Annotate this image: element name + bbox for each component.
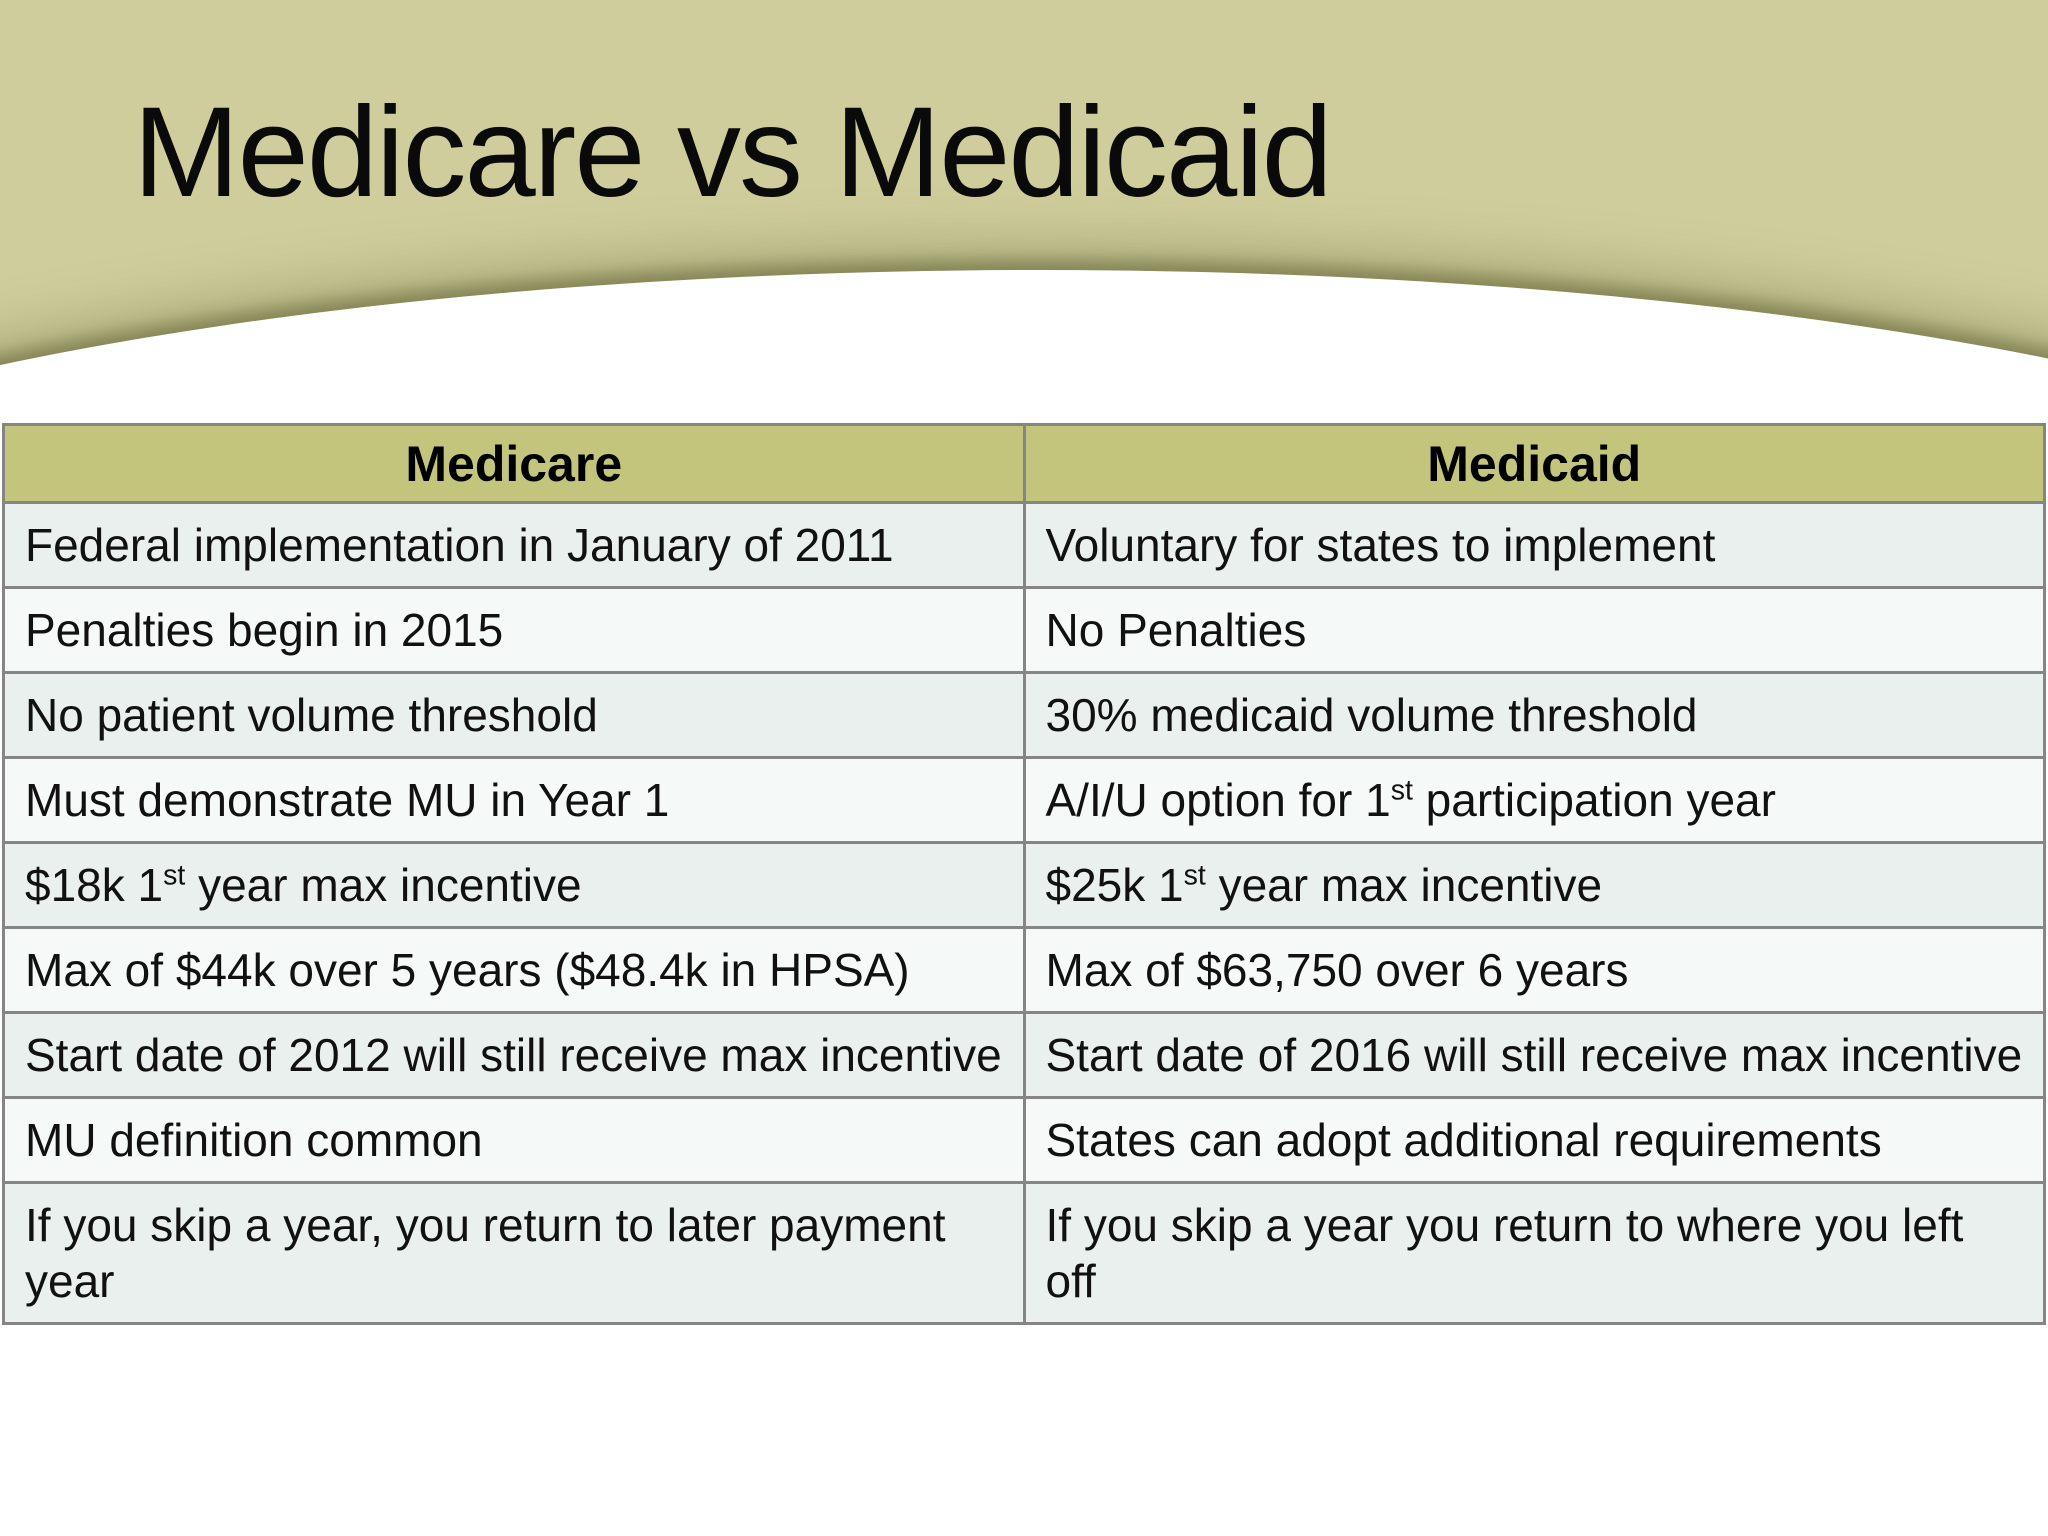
table-cell: A/I/U option for 1st participation year	[1022, 756, 2046, 844]
title-band: Medicare vs Medicaid	[0, 0, 2048, 423]
table-cell: Start date of 2012 will still receive ma…	[2, 1011, 1026, 1099]
table-cell: $25k 1st year max incentive	[1022, 841, 2046, 929]
table-cell: If you skip a year, you return to later …	[2, 1181, 1026, 1325]
medicare-column-header: Medicare	[2, 423, 1026, 504]
table-row: Start date of 2012 will still receive ma…	[2, 1011, 2046, 1099]
table-row: Max of $44k over 5 years ($48.4k in HPSA…	[2, 926, 2046, 1014]
table-row: No patient volume threshold 30% medicaid …	[2, 671, 2046, 759]
table-cell: Federal implementation in January of 201…	[2, 501, 1026, 589]
table-cell: Must demonstrate MU in Year 1	[2, 756, 1026, 844]
table-cell: If you skip a year you return to where y…	[1022, 1181, 2046, 1325]
medicaid-column-header: Medicaid	[1022, 423, 2046, 504]
slide-title: Medicare vs Medicaid	[133, 81, 1333, 224]
table-row: If you skip a year, you return to later …	[2, 1181, 2046, 1325]
table-cell: Max of $63,750 over 6 years	[1022, 926, 2046, 1014]
table-header-row: Medicare Medicaid	[2, 423, 2046, 504]
table-cell: No patient volume threshold	[2, 671, 1026, 759]
table-cell: Max of $44k over 5 years ($48.4k in HPSA…	[2, 926, 1026, 1014]
table-cell: 30% medicaid volume threshold	[1022, 671, 2046, 759]
table-cell: Voluntary for states to implement	[1022, 501, 2046, 589]
table-row: Must demonstrate MU in Year 1 A/I/U optio…	[2, 756, 2046, 844]
table-cell: Start date of 2016 will still receive ma…	[1022, 1011, 2046, 1099]
table-row: MU definition common States can adopt add…	[2, 1096, 2046, 1184]
curve-decoration	[0, 270, 2048, 423]
table-cell: $18k 1st year max incentive	[2, 841, 1026, 929]
table-row: Penalties begin in 2015 No Penalties	[2, 586, 2046, 674]
table-row: $18k 1st year max incentive $25k 1st year…	[2, 841, 2046, 929]
table-cell: No Penalties	[1022, 586, 2046, 674]
comparison-table: Medicare Medicaid Federal implementation…	[2, 423, 2046, 1325]
table-cell: States can adopt additional requirements	[1022, 1096, 2046, 1184]
comparison-table-body: Federal implementation in January of 201…	[2, 501, 2046, 1325]
table-row: Federal implementation in January of 201…	[2, 501, 2046, 589]
table-cell: Penalties begin in 2015	[2, 586, 1026, 674]
table-cell: MU definition common	[2, 1096, 1026, 1184]
